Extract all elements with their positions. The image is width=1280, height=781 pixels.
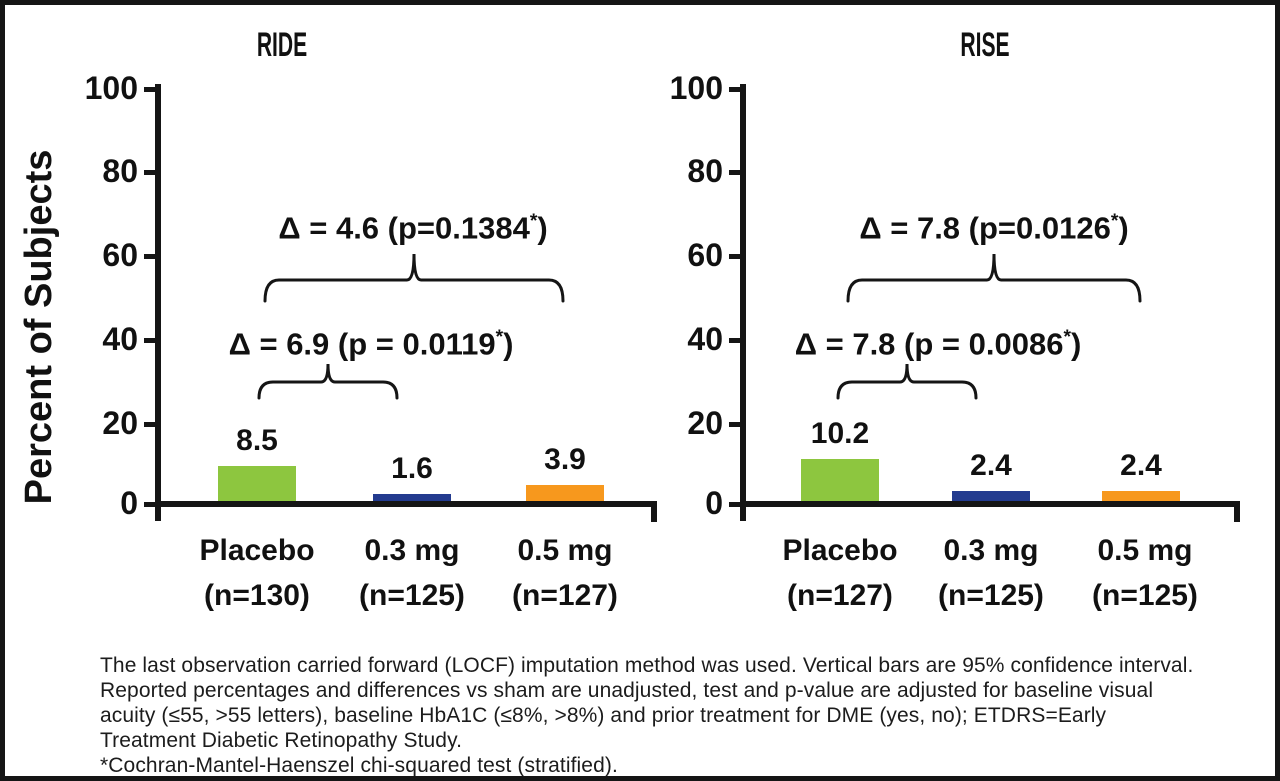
rise-value-placebo: 10.2 bbox=[810, 417, 870, 450]
ride-annotation-pairwise: Δ = 6.9 (p = 0.0119*) bbox=[228, 326, 514, 362]
rise-value-03mg: 2.4 bbox=[970, 449, 1012, 482]
group-name: 0.3 mg bbox=[364, 534, 460, 567]
rise-value-05mg: 2.4 bbox=[1120, 449, 1162, 482]
group-n: (n=127) bbox=[787, 579, 893, 612]
footnote: The last observation carried forward (LO… bbox=[100, 653, 1200, 778]
ride-tick-60 bbox=[144, 254, 156, 259]
rise-group-05mg: 0.5 mg (n=125) bbox=[1060, 528, 1230, 618]
ride-ticklabel-40: 40 bbox=[102, 321, 138, 357]
rise-tick-100 bbox=[729, 87, 741, 92]
rise-annotation-pairwise: Δ = 7.8 (p = 0.0086*) bbox=[794, 326, 1082, 362]
group-name: 0.3 mg bbox=[943, 534, 1039, 567]
ride-ticklabel-100: 100 bbox=[84, 70, 138, 106]
footnote-line: acuity (≤55, >55 letters), baseline HbA1… bbox=[100, 704, 1107, 727]
ride-group-05mg: 0.5 mg (n=127) bbox=[480, 528, 650, 618]
ride-x-axis bbox=[155, 501, 657, 507]
rise-tick-80 bbox=[729, 170, 741, 175]
rise-tick-40 bbox=[729, 338, 741, 343]
ride-annotation-overall: Δ = 4.6 (p=0.1384*) bbox=[278, 210, 548, 246]
rise-ticklabel-20: 20 bbox=[687, 405, 723, 441]
ride-brace-overall bbox=[263, 253, 565, 303]
footnote-line: Reported percentages and differences vs … bbox=[100, 679, 1154, 702]
group-name: Placebo bbox=[199, 534, 315, 567]
rise-bar-placebo bbox=[801, 459, 879, 501]
group-n: (n=125) bbox=[938, 579, 1044, 612]
ride-bar-placebo bbox=[218, 466, 296, 501]
ride-ticklabel-80: 80 bbox=[102, 153, 138, 189]
ride-ticklabel-20: 20 bbox=[102, 405, 138, 441]
ride-value-placebo: 8.5 bbox=[236, 424, 278, 457]
chart-title-rise: RISE bbox=[960, 26, 1010, 64]
rise-ticklabel-100: 100 bbox=[669, 70, 723, 106]
ride-x-axis-end-tick bbox=[651, 501, 657, 522]
rise-tick-20 bbox=[729, 422, 741, 427]
rise-group-placebo: Placebo (n=127) bbox=[755, 528, 925, 618]
ride-group-03mg: 0.3 mg (n=125) bbox=[327, 528, 497, 618]
rise-ticklabel-0: 0 bbox=[705, 485, 723, 521]
rise-annotation-overall: Δ = 7.8 (p=0.0126*) bbox=[859, 210, 1129, 246]
rise-brace-overall bbox=[846, 253, 1142, 303]
rise-ticklabel-60: 60 bbox=[687, 237, 723, 273]
ride-tick-20 bbox=[144, 422, 156, 427]
ride-value-05mg: 3.9 bbox=[544, 443, 586, 476]
ride-ticklabel-0: 0 bbox=[120, 485, 138, 521]
group-name: Placebo bbox=[782, 534, 898, 567]
rise-ticklabel-40: 40 bbox=[687, 321, 723, 357]
ride-group-placebo: Placebo (n=130) bbox=[172, 528, 342, 618]
ride-brace-pairwise bbox=[257, 363, 399, 400]
ride-ticklabel-60: 60 bbox=[102, 237, 138, 273]
rise-group-03mg: 0.3 mg (n=125) bbox=[906, 528, 1076, 618]
ride-tick-40 bbox=[144, 338, 156, 343]
ride-tick-100 bbox=[144, 87, 156, 92]
rise-bar-03mg bbox=[952, 491, 1030, 501]
rise-brace-pairwise bbox=[836, 363, 978, 400]
group-name: 0.5 mg bbox=[1097, 534, 1193, 567]
ride-value-03mg: 1.6 bbox=[391, 452, 433, 485]
footnote-line: The last observation carried forward (LO… bbox=[100, 654, 1194, 677]
rise-tick-60 bbox=[729, 254, 741, 259]
footnote-line: Treatment Diabetic Retinopathy Study. bbox=[100, 729, 463, 752]
ride-bar-05mg bbox=[526, 485, 604, 501]
rise-y-axis bbox=[740, 84, 746, 521]
ride-tick-80 bbox=[144, 170, 156, 175]
rise-bar-05mg bbox=[1102, 491, 1180, 501]
ride-bar-03mg bbox=[373, 494, 451, 501]
footnote-line: *Cochran-Mantel-Haenszel chi-squared tes… bbox=[100, 754, 618, 777]
ride-tick-0 bbox=[144, 502, 156, 507]
rise-tick-0 bbox=[729, 502, 741, 507]
rise-ticklabel-80: 80 bbox=[687, 153, 723, 189]
rise-x-axis-end-tick bbox=[1234, 501, 1240, 522]
group-n: (n=125) bbox=[1092, 579, 1198, 612]
group-n: (n=125) bbox=[359, 579, 465, 612]
group-n: (n=127) bbox=[512, 579, 618, 612]
chart-title-ride: RIDE bbox=[256, 26, 308, 64]
group-n: (n=130) bbox=[204, 579, 310, 612]
ride-y-axis bbox=[155, 84, 161, 521]
group-name: 0.5 mg bbox=[517, 534, 613, 567]
rise-x-axis bbox=[740, 501, 1240, 507]
